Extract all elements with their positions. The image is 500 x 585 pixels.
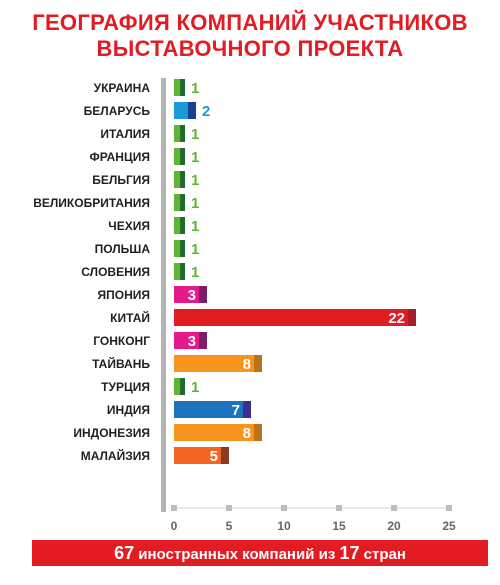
x-tick-label: 20	[387, 519, 401, 533]
data-label: 1	[191, 218, 199, 235]
data-label: 7	[232, 402, 240, 419]
bar	[174, 447, 221, 464]
x-tick-label: 5	[226, 519, 233, 533]
summary-banner: 67 иностранных компаний из 17 стран	[32, 540, 488, 566]
data-label: 1	[191, 126, 199, 143]
category-label: ГОНКОНГ	[93, 334, 150, 348]
bar-end	[199, 286, 207, 303]
data-label: 1	[191, 264, 199, 281]
data-label: 3	[188, 287, 196, 304]
data-label: 8	[243, 425, 251, 442]
summary-country-count: 17	[339, 543, 360, 563]
category-label: ТАЙВАНЬ	[92, 356, 150, 371]
bar	[174, 217, 181, 234]
bar	[174, 424, 254, 441]
bar-end	[180, 171, 185, 188]
y-axis-line	[161, 78, 166, 512]
data-label: 1	[191, 172, 199, 189]
bar-end	[254, 424, 262, 441]
bar-end	[199, 332, 207, 349]
bar-end	[180, 194, 185, 211]
bar	[174, 194, 181, 211]
data-label: 3	[188, 333, 196, 350]
category-label: ТУРЦИЯ	[101, 380, 150, 394]
bar	[174, 309, 408, 326]
bar	[174, 332, 199, 349]
bar	[174, 240, 181, 257]
category-label: ЧЕХИЯ	[108, 219, 150, 233]
bar-end	[221, 447, 229, 464]
summary-company-count: 67	[114, 543, 135, 563]
data-label: 22	[388, 310, 405, 327]
bar	[174, 148, 181, 165]
bar-end	[408, 309, 416, 326]
bar	[174, 401, 243, 418]
category-label: ИНДИЯ	[107, 403, 150, 417]
category-label: МАЛАЙЗИЯ	[81, 448, 150, 463]
data-label: 1	[191, 80, 199, 97]
category-label: ФРАНЦИЯ	[89, 150, 150, 164]
data-label: 5	[210, 448, 218, 465]
data-label: 8	[243, 356, 251, 373]
bar-end	[180, 240, 185, 257]
x-tick-label: 10	[277, 519, 291, 533]
bar-end	[180, 263, 185, 280]
summary-text-1: иностранных компаний из	[134, 546, 340, 563]
x-tick-mark	[446, 505, 452, 511]
category-label: ЯПОНИЯ	[98, 288, 151, 302]
x-tick-mark	[281, 505, 287, 511]
x-tick-mark	[391, 505, 397, 511]
bar	[174, 79, 181, 96]
bar-end	[180, 125, 185, 142]
x-tick-mark	[336, 505, 342, 511]
bar-end	[188, 102, 196, 119]
x-tick-label: 25	[442, 519, 456, 533]
x-tick-mark	[171, 505, 177, 511]
category-label: ИТАЛИЯ	[100, 127, 150, 141]
category-label: КИТАЙ	[110, 310, 150, 325]
bar	[174, 125, 181, 142]
category-label: СЛОВЕНИЯ	[81, 265, 150, 279]
bar-end	[180, 378, 185, 395]
bar-end	[254, 355, 262, 372]
bar-end	[243, 401, 251, 418]
data-label: 1	[191, 379, 199, 396]
x-tick-mark	[226, 505, 232, 511]
bar-end	[180, 217, 185, 234]
x-tick-label: 15	[332, 519, 346, 533]
category-label: БЕЛАРУСЬ	[84, 104, 151, 118]
bar-end	[180, 148, 185, 165]
bar	[174, 171, 181, 188]
data-label: 1	[191, 241, 199, 258]
bar	[174, 286, 199, 303]
chart-title-line-2: ВЫСТАВОЧНОГО ПРОЕКТА	[96, 36, 404, 61]
category-label: ВЕЛИКОБРИТАНИЯ	[33, 196, 150, 210]
chart-title-line-1: ГЕОГРАФИЯ КОМПАНИЙ УЧАСТНИКОВ	[32, 10, 468, 35]
bar	[174, 102, 188, 119]
data-label: 2	[202, 103, 210, 120]
data-label: 1	[191, 195, 199, 212]
bar	[174, 355, 254, 372]
category-label: БЕЛЬГИЯ	[92, 173, 150, 187]
category-label: УКРАИНА	[94, 81, 151, 95]
bar	[174, 263, 181, 280]
category-label: ИНДОНЕЗИЯ	[73, 426, 150, 440]
bar-end	[180, 79, 185, 96]
data-label: 1	[191, 149, 199, 166]
bar	[174, 378, 181, 395]
category-label: ПОЛЬША	[95, 242, 151, 256]
chart-title: ГЕОГРАФИЯ КОМПАНИЙ УЧАСТНИКОВ ВЫСТАВОЧНО…	[0, 10, 500, 62]
summary-text-2: стран	[359, 546, 406, 563]
x-tick-label: 0	[171, 519, 178, 533]
